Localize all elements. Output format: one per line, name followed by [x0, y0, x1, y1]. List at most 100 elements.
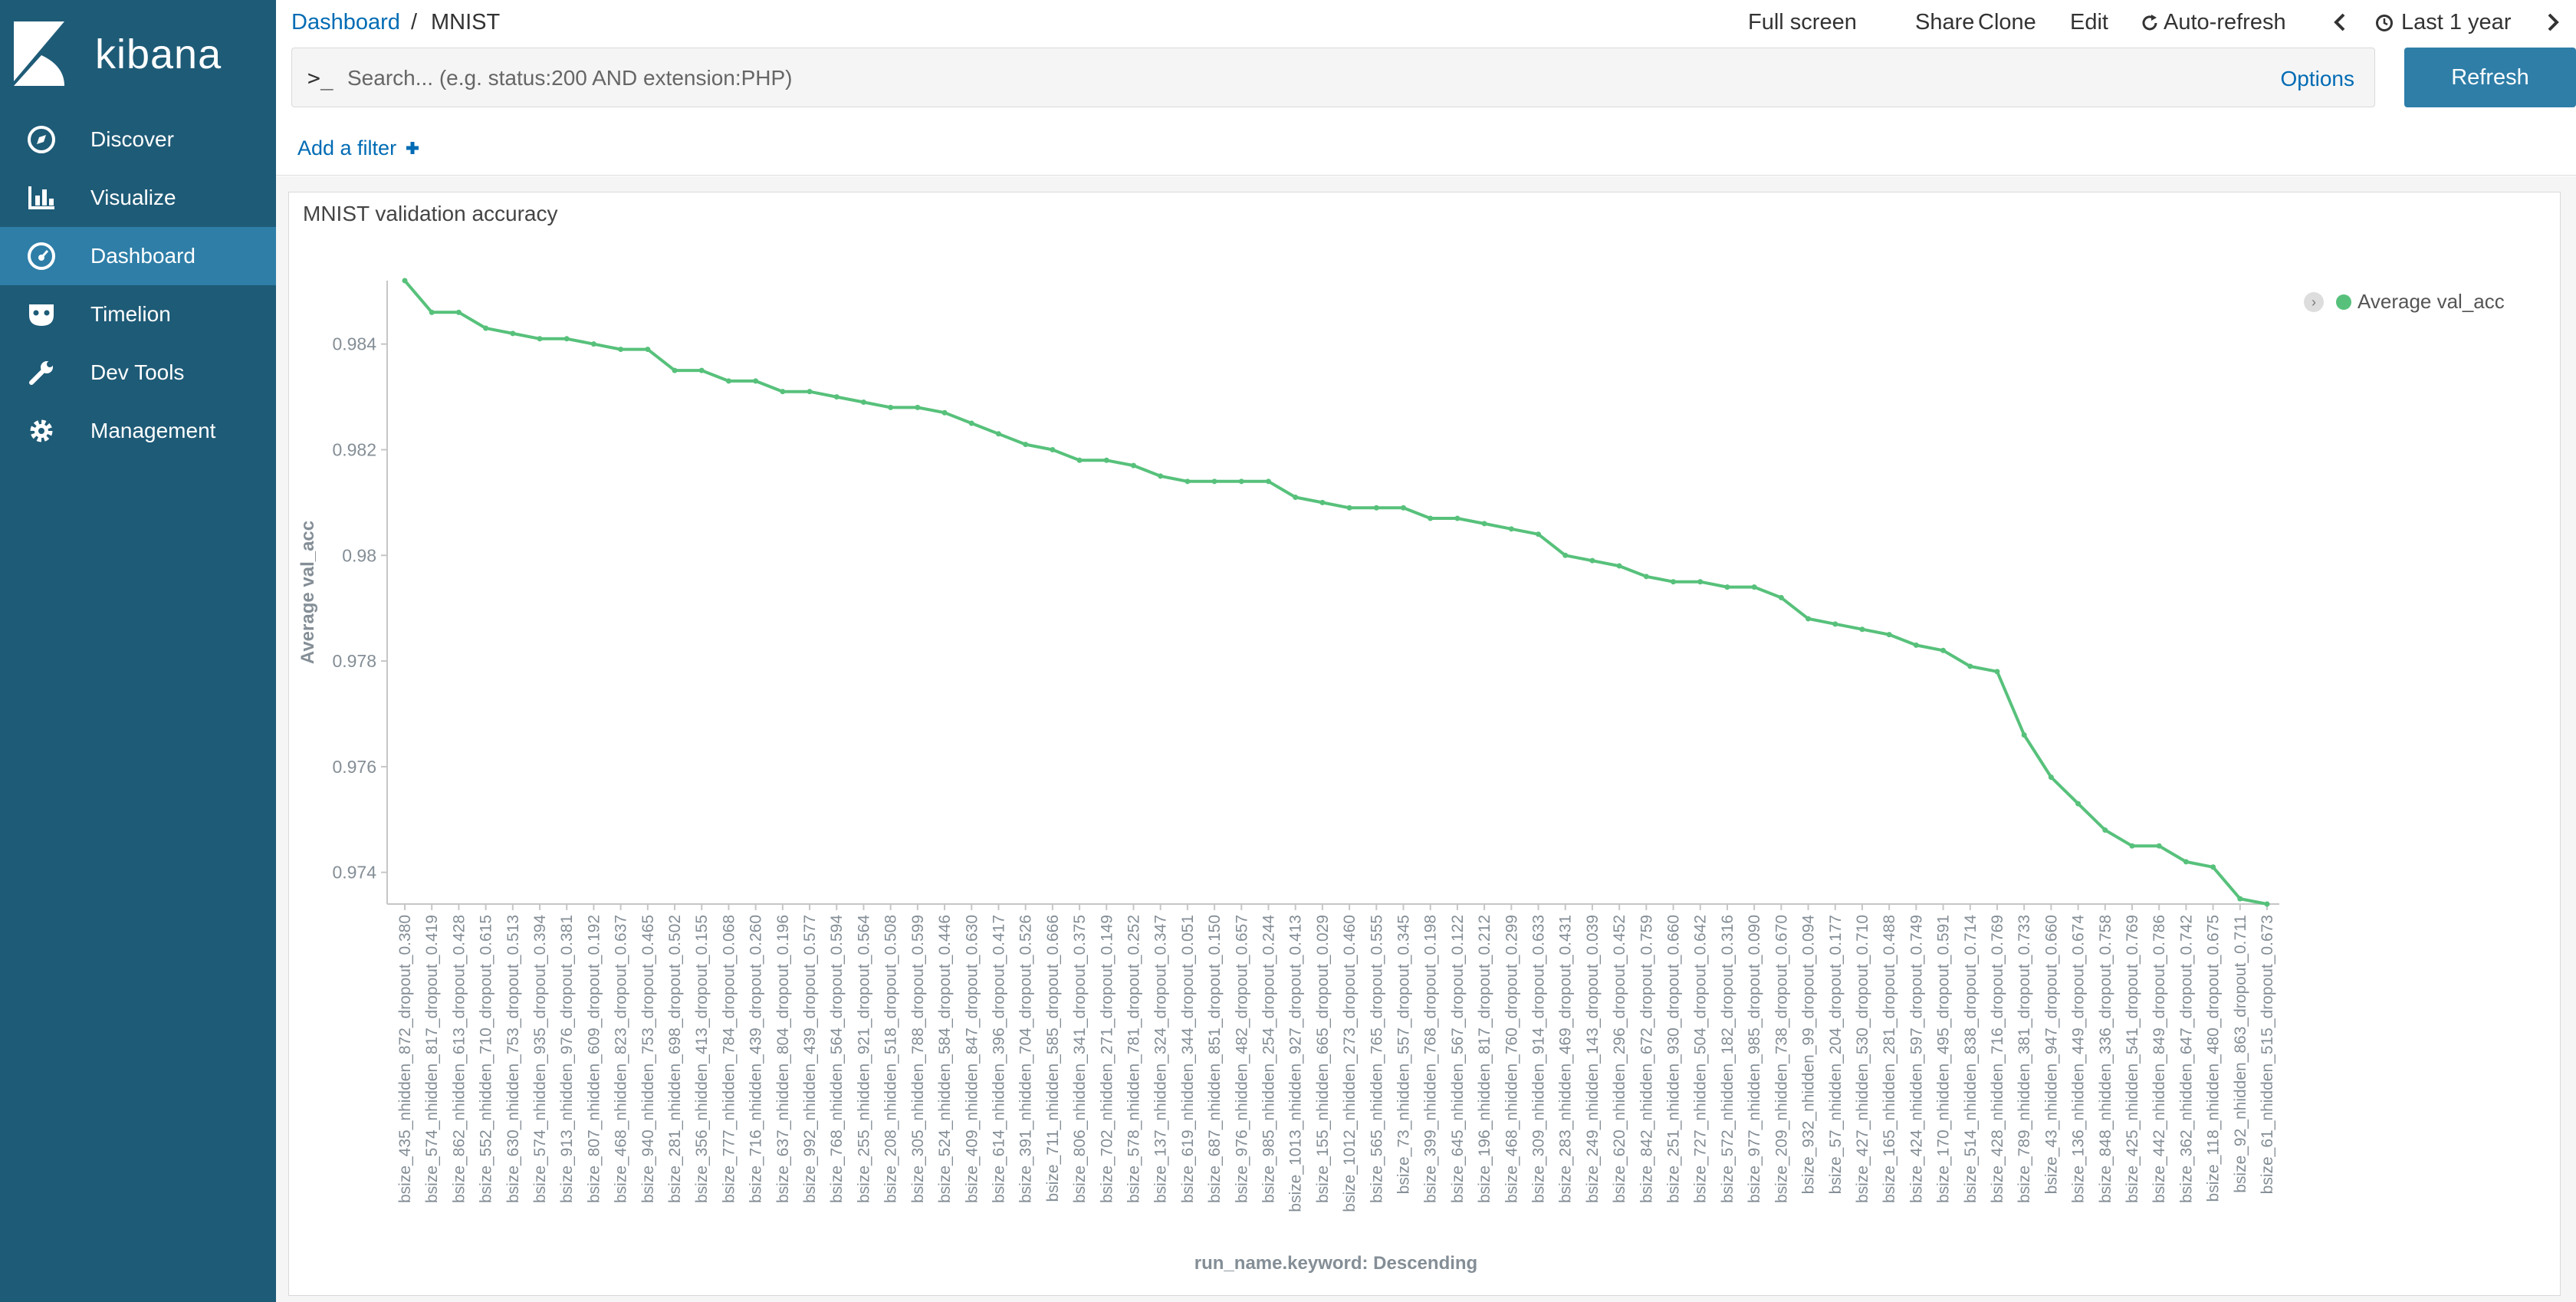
- x-tick-label: bsize_619_nhidden_344_dropout_0.051: [1179, 915, 1197, 1203]
- x-tick-label: bsize_209_nhidden_738_dropout_0.670: [1773, 915, 1790, 1203]
- data-point: [1076, 457, 1083, 463]
- x-tick-label: bsize_578_nhidden_781_dropout_0.252: [1125, 915, 1142, 1203]
- chevron-left-icon: [2334, 13, 2345, 31]
- data-point: [483, 325, 489, 331]
- dashboard-area: MNIST validation accuracy 0.974 0.976 0.97…: [276, 176, 2576, 1302]
- data-point: [590, 341, 596, 347]
- x-tick-label: bsize_807_nhidden_609_dropout_0.192: [585, 915, 603, 1203]
- x-tick-label: bsize_806_nhidden_341_dropout_0.375: [1071, 915, 1089, 1203]
- sidebar-item-discover[interactable]: Discover: [0, 110, 276, 169]
- data-point: [1373, 505, 1379, 511]
- data-point: [1724, 584, 1730, 590]
- legend-swatch[interactable]: [2336, 294, 2351, 310]
- x-tick-label: bsize_170_nhidden_495_dropout_0.591: [1935, 915, 1953, 1203]
- sidebar-item-label: Discover: [90, 127, 174, 151]
- data-point: [1616, 563, 1622, 569]
- refresh-button[interactable]: Refresh: [2404, 48, 2576, 107]
- x-tick-label: bsize_391_nhidden_704_dropout_0.526: [1017, 915, 1035, 1203]
- visualization-panel: MNIST validation accuracy 0.974 0.976 0.97…: [288, 192, 2561, 1296]
- x-tick-label: bsize_620_nhidden_296_dropout_0.452: [1611, 915, 1628, 1203]
- time-range-label: Last 1 year: [2401, 10, 2512, 35]
- x-tick-label: bsize_425_nhidden_541_dropout_0.769: [2124, 915, 2141, 1203]
- x-tick-label: bsize_976_nhidden_482_dropout_0.657: [1233, 915, 1250, 1203]
- data-point: [833, 394, 840, 400]
- auto-refresh-button[interactable]: Auto-refresh: [2141, 10, 2286, 35]
- y-tick-label: 0.984: [332, 334, 376, 354]
- x-tick-label: bsize_524_nhidden_584_dropout_0.446: [936, 915, 954, 1203]
- data-point: [1913, 642, 1919, 648]
- full-screen-button[interactable]: Full screen: [1748, 10, 1857, 35]
- data-point: [1508, 526, 1514, 532]
- gear-icon: [26, 416, 57, 446]
- time-picker-button[interactable]: Last 1 year: [2375, 10, 2511, 35]
- sidebar-item-dashboard[interactable]: Dashboard: [0, 227, 276, 285]
- data-point: [1481, 521, 1487, 527]
- sidebar-item-visualize[interactable]: Visualize: [0, 169, 276, 227]
- sidebar-item-dev-tools[interactable]: Dev Tools: [0, 344, 276, 402]
- x-tick-label: bsize_118_nhidden_480_dropout_0.675: [2205, 915, 2223, 1202]
- sidebar-item-label: Dev Tools: [90, 360, 185, 384]
- data-point: [1671, 579, 1677, 585]
- options-link[interactable]: Options: [2280, 67, 2355, 90]
- data-point: [645, 347, 651, 353]
- kibana-logo[interactable]: kibana: [14, 21, 267, 90]
- data-point: [2237, 896, 2243, 902]
- data-point: [1643, 574, 1649, 580]
- add-filter-link[interactable]: Add a filter: [297, 136, 419, 160]
- sidebar-item-timelion[interactable]: Timelion: [0, 285, 276, 344]
- data-point: [1184, 478, 1191, 485]
- data-point: [1238, 478, 1244, 485]
- x-tick-label: bsize_572_nhidden_182_dropout_0.316: [1719, 915, 1737, 1203]
- x-tick-label: bsize_249_nhidden_143_dropout_0.039: [1584, 915, 1602, 1203]
- data-point: [1103, 457, 1109, 463]
- sidebar-item-management[interactable]: Management: [0, 402, 276, 460]
- data-point: [1428, 515, 1434, 521]
- x-tick-label: bsize_574_nhidden_817_dropout_0.419: [423, 915, 441, 1203]
- refresh-icon: [2142, 14, 2157, 30]
- data-point: [968, 420, 974, 426]
- data-point: [753, 378, 759, 384]
- x-tick-label: bsize_514_nhidden_838_dropout_0.714: [1962, 915, 1980, 1203]
- x-tick-label: bsize_305_nhidden_788_dropout_0.599: [909, 915, 927, 1203]
- edit-button[interactable]: Edit: [2070, 10, 2108, 35]
- search-input[interactable]: [346, 56, 2189, 100]
- y-tick-label: 0.982: [332, 439, 376, 459]
- data-point: [1401, 505, 1407, 511]
- y-tick-label: 0.978: [332, 651, 376, 671]
- x-tick-label: bsize_702_nhidden_271_dropout_0.149: [1098, 915, 1116, 1203]
- auto-refresh-label: Auto-refresh: [2164, 10, 2286, 35]
- next-time-button[interactable]: [2545, 12, 2561, 38]
- data-point: [888, 404, 894, 410]
- kibana-logo-icon: [14, 21, 64, 86]
- y-tick-label: 0.976: [332, 757, 376, 777]
- data-point: [1211, 478, 1217, 485]
- legend-toggle-icon[interactable]: ›: [2304, 292, 2324, 312]
- x-tick-label: bsize_645_nhidden_567_dropout_0.122: [1449, 915, 1467, 1203]
- data-point: [1158, 473, 1164, 479]
- data-point: [1886, 632, 1892, 638]
- x-tick-label: bsize_165_nhidden_281_dropout_0.488: [1881, 915, 1898, 1203]
- timelion-mask-icon: [26, 299, 57, 330]
- share-button[interactable]: Share: [1915, 10, 1975, 35]
- x-tick-label: bsize_468_nhidden_760_dropout_0.299: [1503, 915, 1520, 1203]
- x-tick-label: bsize_399_nhidden_768_dropout_0.198: [1422, 915, 1440, 1203]
- data-point: [1778, 594, 1784, 600]
- clone-button[interactable]: Clone: [1978, 10, 2036, 35]
- x-tick-label: bsize_362_nhidden_647_dropout_0.742: [2177, 915, 2195, 1203]
- wrench-icon: [26, 357, 57, 388]
- main-content: Dashboard / MNIST Full screen Share Clon…: [276, 0, 2576, 1302]
- previous-time-button[interactable]: [2332, 12, 2348, 38]
- legend-entry[interactable]: Average val_acc: [2358, 290, 2505, 313]
- data-point: [1562, 552, 1569, 558]
- x-tick-label: bsize_727_nhidden_504_dropout_0.642: [1692, 915, 1710, 1203]
- breadcrumb-dashboard-link[interactable]: Dashboard: [291, 10, 400, 35]
- x-tick-label: bsize_848_nhidden_336_dropout_0.758: [2097, 915, 2114, 1203]
- x-tick-label: bsize_442_nhidden_849_dropout_0.786: [2150, 915, 2168, 1203]
- data-point: [1536, 531, 1542, 538]
- data-point: [2210, 864, 2216, 870]
- data-point: [1346, 505, 1352, 511]
- x-tick-label: bsize_842_nhidden_672_dropout_0.759: [1638, 915, 1655, 1203]
- chevron-right-icon: [2548, 13, 2559, 31]
- query-bar: >_ Options Refresh: [291, 48, 2576, 109]
- data-point: [995, 431, 1001, 437]
